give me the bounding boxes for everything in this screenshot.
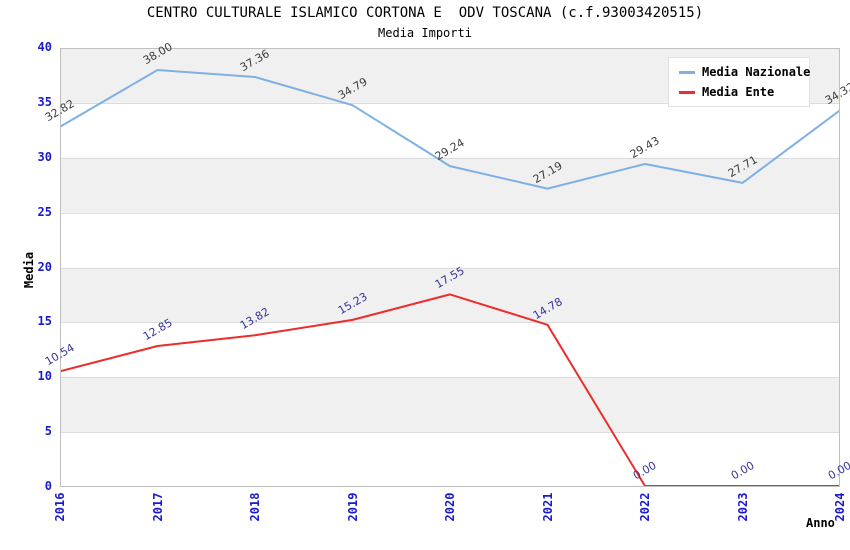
chart-subtitle: Media Importi [378,26,472,40]
legend-item-media-ente: Media Ente [669,82,809,102]
y-tick-label: 40 [37,40,52,54]
x-tick-label: 2021 [540,492,555,522]
y-tick-label: 35 [37,94,52,109]
legend-item-media-nazionale: Media Nazionale [669,62,811,82]
x-axis-title: Anno [806,516,835,530]
x-tick-label: 2018 [248,492,262,522]
chart-title: CENTRO CULTURALE ISLAMICO CORTONA E ODV … [146,5,704,21]
x-tick-label: 2020 [443,492,457,522]
legend: Media Nazionale Media Ente [668,57,810,107]
x-tick-label: 2017 [150,492,165,522]
x-tick-label: 2019 [345,492,360,522]
x-tick-label: 2022 [638,492,652,522]
plot-area [60,48,840,487]
x-tick-label: 2023 [735,492,750,522]
y-tick-label: 10 [37,369,52,384]
plot-band [60,432,840,487]
y-axis-title: Media [22,251,36,289]
legend-label: Media Nazionale [702,65,811,79]
y-tick-label: 20 [37,259,52,274]
plot-band [60,322,840,378]
plot-band [60,212,840,268]
line-swatch-icon [679,90,695,94]
y-tick-label: 0 [44,479,52,493]
plot-band [60,102,840,158]
y-tick-label: 5 [44,424,52,439]
y-tick-label: 30 [37,149,52,164]
x-tick-label: 2016 [53,492,67,522]
legend-label: Media Ente [702,85,775,99]
plot-border [60,48,840,487]
line-swatch-icon [679,70,695,74]
y-tick-label: 25 [37,204,52,219]
plot-band [60,377,840,433]
series-line [60,69,840,190]
series-lines [60,48,840,487]
y-tick-label: 15 [37,314,52,329]
